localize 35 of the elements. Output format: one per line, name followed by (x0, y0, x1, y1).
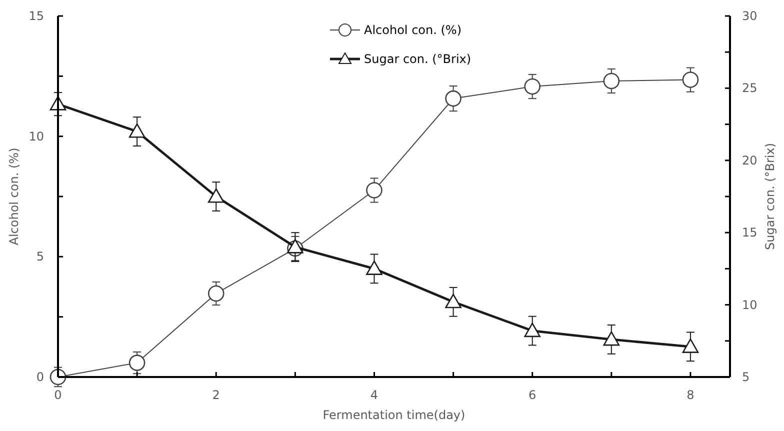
y2-axis-title: Sugar con. (°Brix) (763, 142, 777, 250)
point (682, 338, 699, 353)
x-tick-label: 2 (212, 388, 220, 402)
y2-tick-label: 15 (742, 226, 758, 240)
point (445, 90, 462, 107)
legend-label: Sugar con. (°Brix) (364, 52, 472, 66)
y2-tick-label: 10 (742, 298, 758, 312)
y-tick-label: 0 (36, 370, 44, 384)
point (682, 72, 699, 88)
point (208, 285, 224, 302)
point (603, 72, 620, 90)
x-tick-label: 0 (54, 388, 62, 402)
point (445, 294, 462, 308)
point (524, 78, 541, 95)
x-tick-label: 6 (528, 388, 536, 402)
y2-tick-label: 5 (742, 370, 750, 384)
x-tick-label: 8 (686, 388, 694, 402)
x-axis-title: Fermentation time(day) (322, 408, 466, 422)
y2-tick-label: 25 (742, 81, 758, 96)
legend-label: Alcohol con. (%) (364, 23, 462, 37)
y2-tick-label: 20 (742, 153, 758, 168)
y-tick-label: 10 (28, 129, 44, 144)
y-tick-label: 15 (28, 9, 44, 23)
point (366, 260, 382, 275)
point (208, 188, 224, 203)
x-tick-label: 4 (370, 388, 378, 402)
point (603, 331, 620, 346)
point (287, 238, 304, 254)
y-axis-title: Alcohol con. (%) (7, 148, 21, 246)
y-tick-label: 5 (36, 250, 44, 264)
point (524, 322, 541, 338)
point (128, 354, 146, 371)
y2-tick-label: 30 (742, 9, 758, 23)
point (128, 123, 146, 138)
point (366, 182, 382, 198)
